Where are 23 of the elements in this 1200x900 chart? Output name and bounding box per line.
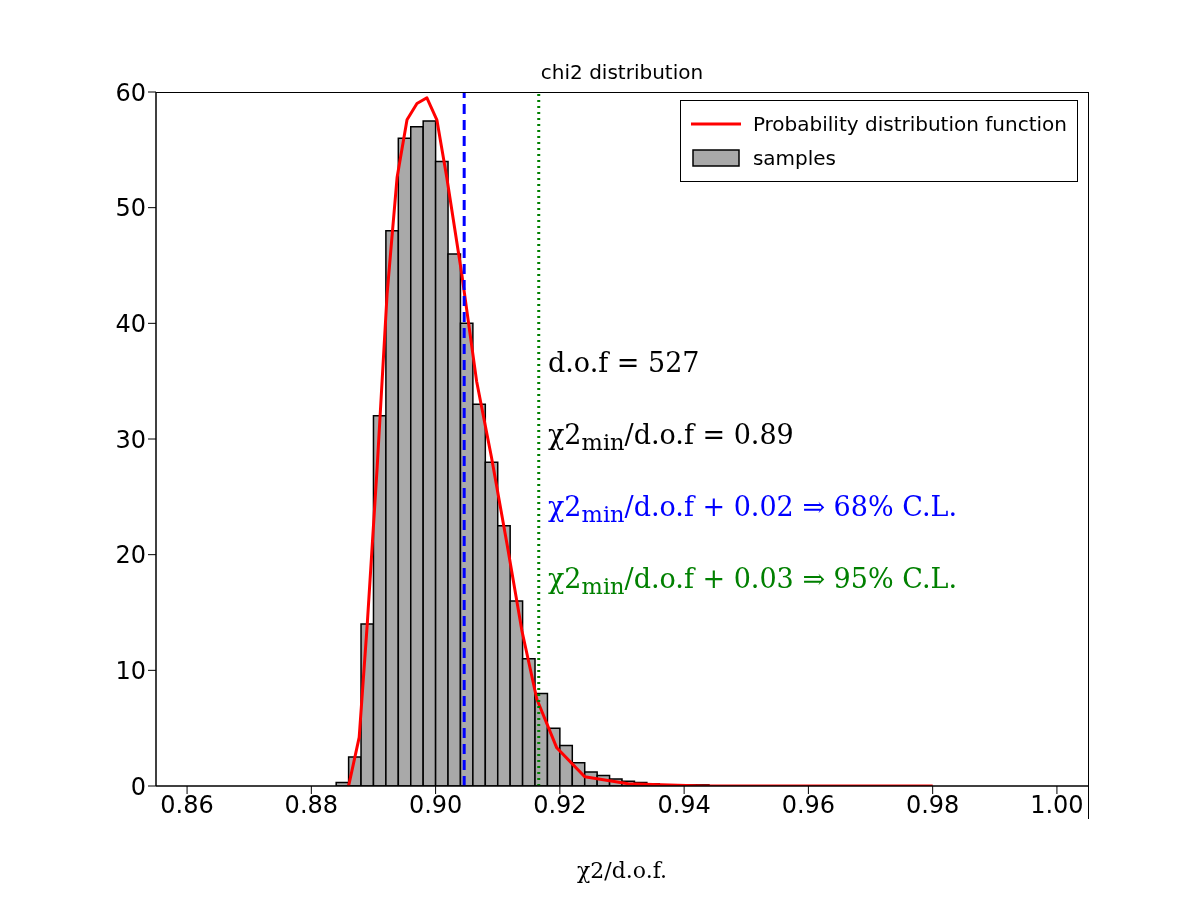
x-tick-label: 0.86	[160, 791, 214, 820]
y-tick-label: 10	[115, 656, 146, 685]
y-tick-label: 20	[115, 541, 146, 570]
annotation: d.o.f = 527	[548, 347, 700, 378]
x-tick-label: 0.90	[408, 791, 463, 820]
annotation: χ2$_{min}$/d.o.f + 0.03 ⇒ 95% C.L.	[548, 563, 957, 600]
x-tick-label: 0.98	[905, 791, 960, 820]
legend-label: samples	[752, 146, 837, 170]
annotation: χ2$_{min}$/d.o.f + 0.02 ⇒ 68% C.L.	[548, 491, 957, 528]
y-tick-label: 50	[115, 194, 146, 223]
x-tick-label: 0.88	[284, 791, 339, 820]
y-tick-label: 0	[130, 772, 146, 801]
annotation: χ2$_{min}$/d.o.f = 0.89	[548, 419, 794, 456]
x-tick-label: 0.96	[781, 791, 836, 820]
x-tick-label: 0.94	[657, 791, 711, 820]
legend-label: Probability distribution function	[752, 112, 1067, 136]
x-tick-label: 0.92	[533, 791, 587, 820]
x-axis-title: χ2/d.o.f.	[576, 858, 668, 883]
y-tick-label: 30	[115, 425, 146, 454]
y-tick-label: 60	[115, 78, 146, 107]
chart-title: chi2 distribution	[539, 60, 705, 84]
x-tick-label: 1.00	[1030, 791, 1084, 820]
y-tick-label: 40	[115, 309, 146, 338]
